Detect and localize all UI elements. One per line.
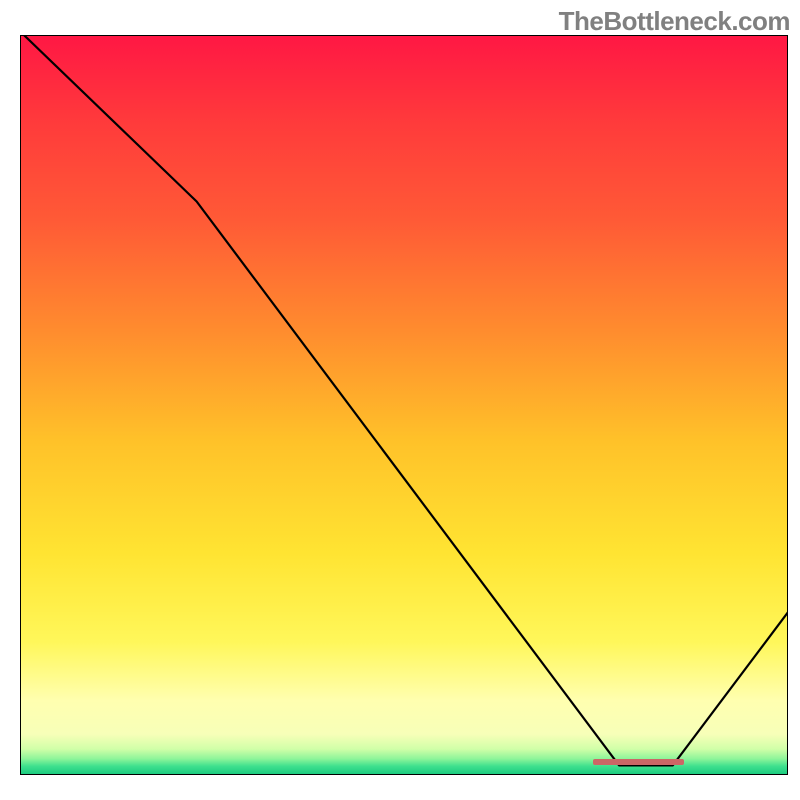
gradient-background <box>20 35 788 775</box>
plot-area <box>20 35 788 775</box>
chart-container: TheBottleneck.com <box>0 0 800 800</box>
watermark-text: TheBottleneck.com <box>559 6 790 37</box>
gradient-rect <box>20 35 788 775</box>
optimal-range-marker <box>593 759 684 766</box>
